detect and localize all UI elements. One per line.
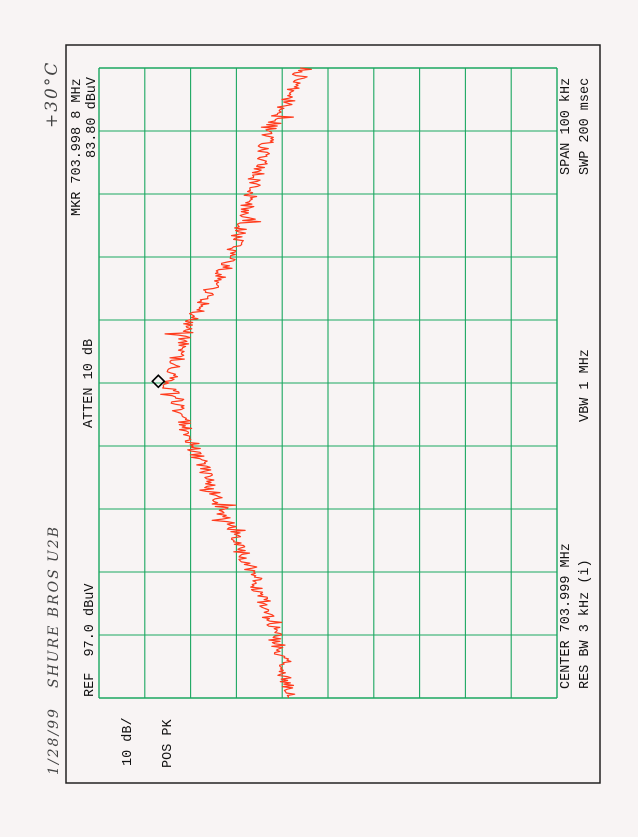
handwritten-maker: SHURE BROS <box>46 567 62 688</box>
handwritten-temperature: +30°C <box>42 60 62 128</box>
detector-label: POS PK <box>161 719 176 768</box>
sweep-time-label: SWP 200 msec <box>578 77 593 175</box>
trace-line <box>160 67 312 698</box>
marker-frequency-label: MKR 703.998 8 MHz <box>70 78 85 216</box>
span-label: SPAN 100 kHz <box>559 77 574 175</box>
reference-level-label: REF 97.0 dBuV <box>83 583 98 697</box>
scale-label: 10 dB/ <box>121 717 136 766</box>
graticule <box>98 67 558 699</box>
handwritten-model: U2B <box>46 525 62 562</box>
center-frequency-label: CENTER 703.999 MHz <box>559 543 574 689</box>
plot-border <box>65 44 601 784</box>
vbw-label: VBW 1 MHz <box>578 349 593 422</box>
handwritten-date: 1/28/99 <box>46 707 62 775</box>
attenuation-label: ATTEN 10 dB <box>82 338 97 428</box>
marker-diamond <box>151 374 166 389</box>
rbw-label: RES BW 3 kHz (i) <box>578 559 593 689</box>
marker-level-label: 83.80 dBuV <box>85 76 100 158</box>
